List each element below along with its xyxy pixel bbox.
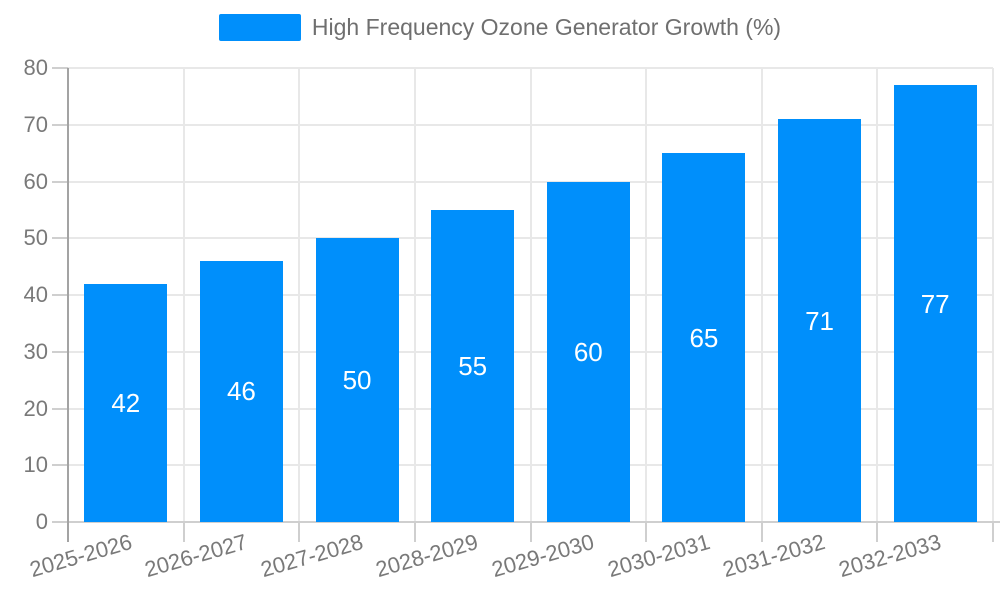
x-axis-tick	[298, 522, 301, 542]
y-axis-tick	[52, 350, 68, 353]
y-axis-label: 10	[23, 452, 48, 478]
legend-swatch	[218, 14, 301, 41]
x-axis-tick	[645, 522, 648, 542]
x-axis-label: 2027-2028	[257, 529, 366, 583]
bar[interactable]: 71	[778, 119, 862, 522]
x-axis-label: 2031-2032	[720, 529, 829, 583]
x-axis-label: 2028-2029	[373, 529, 482, 583]
y-axis-label: 70	[23, 111, 48, 137]
y-axis-label: 50	[23, 225, 48, 251]
legend-label: High Frequency Ozone Generator Growth (%…	[311, 14, 782, 40]
x-axis-tick	[529, 522, 532, 542]
x-axis-label: 2025-2026	[26, 529, 135, 583]
v-gridline	[529, 68, 532, 522]
x-axis-tick	[876, 522, 879, 542]
y-axis-tick	[52, 237, 68, 240]
bar[interactable]: 60	[546, 181, 630, 522]
y-axis-tick	[52, 294, 68, 296]
bar[interactable]: 46	[199, 260, 283, 522]
x-axis-line	[52, 521, 1000, 523]
bar[interactable]: 55	[431, 209, 515, 522]
x-axis-tick	[760, 522, 763, 542]
legend-item[interactable]: High Frequency Ozone Generator Growth (%…	[218, 14, 782, 41]
y-axis-tick	[52, 180, 68, 183]
x-axis-tick	[413, 522, 416, 542]
y-axis-label: 20	[23, 395, 48, 421]
y-axis-tick	[52, 407, 68, 410]
v-gridline	[413, 68, 416, 522]
bar[interactable]: 65	[662, 153, 746, 522]
v-gridline	[876, 68, 879, 522]
v-gridline	[992, 68, 994, 522]
bar-value-label: 46	[226, 376, 256, 407]
bar-value-label: 42	[111, 387, 141, 418]
bar-value-label: 50	[342, 365, 372, 396]
bar-value-label: 65	[689, 322, 719, 353]
bar[interactable]: 42	[84, 283, 168, 522]
bar-value-label: 71	[805, 305, 835, 336]
bar-value-label: 77	[920, 288, 950, 319]
v-gridline	[298, 68, 301, 522]
v-gridline	[645, 68, 648, 522]
legend: High Frequency Ozone Generator Growth (%…	[0, 14, 1000, 41]
bar[interactable]: 50	[315, 238, 399, 522]
x-axis-label: 2029-2030	[488, 529, 597, 583]
y-axis-tick	[52, 67, 68, 69]
y-axis-line	[67, 68, 69, 542]
y-axis-label: 60	[23, 168, 48, 194]
bar-value-label: 60	[573, 336, 603, 367]
x-axis-label: 2032-2033	[835, 529, 944, 583]
bar-value-label: 55	[458, 350, 488, 381]
y-axis-label: 30	[23, 338, 48, 364]
y-axis-label: 0	[35, 509, 48, 534]
y-axis-label: 80	[23, 55, 48, 80]
x-axis-tick	[992, 522, 994, 542]
v-gridline	[760, 68, 763, 522]
y-axis-label: 40	[23, 282, 48, 307]
y-axis-tick	[52, 123, 68, 126]
x-axis-tick	[182, 522, 185, 542]
y-axis-tick	[52, 464, 68, 467]
bar[interactable]: 77	[893, 85, 977, 522]
v-gridline	[182, 68, 185, 522]
x-axis-label: 2026-2027	[142, 529, 251, 583]
x-axis-label: 2030-2031	[604, 529, 713, 583]
